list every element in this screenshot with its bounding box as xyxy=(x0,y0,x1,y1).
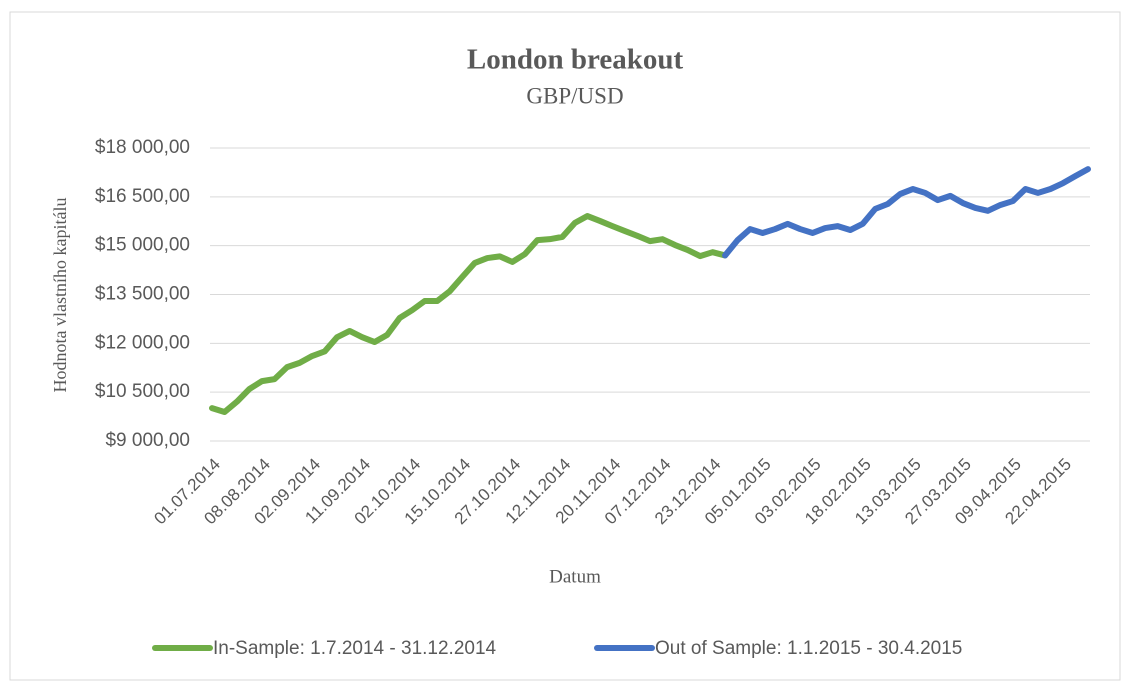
legend-label: Out of Sample: 1.1.2015 - 30.4.2015 xyxy=(655,638,962,659)
chart-title: London breakout xyxy=(467,44,684,76)
legend-label: In-Sample: 1.7.2014 - 31.12.2014 xyxy=(213,638,497,659)
y-tick-label: $15 000,00 xyxy=(95,235,190,256)
chart-subtitle: GBP/USD xyxy=(526,83,623,108)
y-tick-label: $10 500,00 xyxy=(95,381,190,402)
y-tick-label: $9 000,00 xyxy=(105,430,190,451)
y-axis-label: Hodnota vlastního kapitálu xyxy=(50,198,70,393)
y-tick-label: $18 000,00 xyxy=(95,137,190,158)
series-line xyxy=(722,166,1091,259)
y-tick-label: $12 000,00 xyxy=(95,332,190,353)
chart-border xyxy=(9,11,1121,681)
y-tick-label: $16 500,00 xyxy=(95,186,190,207)
y-tick-label: $13 500,00 xyxy=(95,284,190,305)
series-line xyxy=(209,213,729,416)
x-axis-label: Datum xyxy=(549,566,601,587)
